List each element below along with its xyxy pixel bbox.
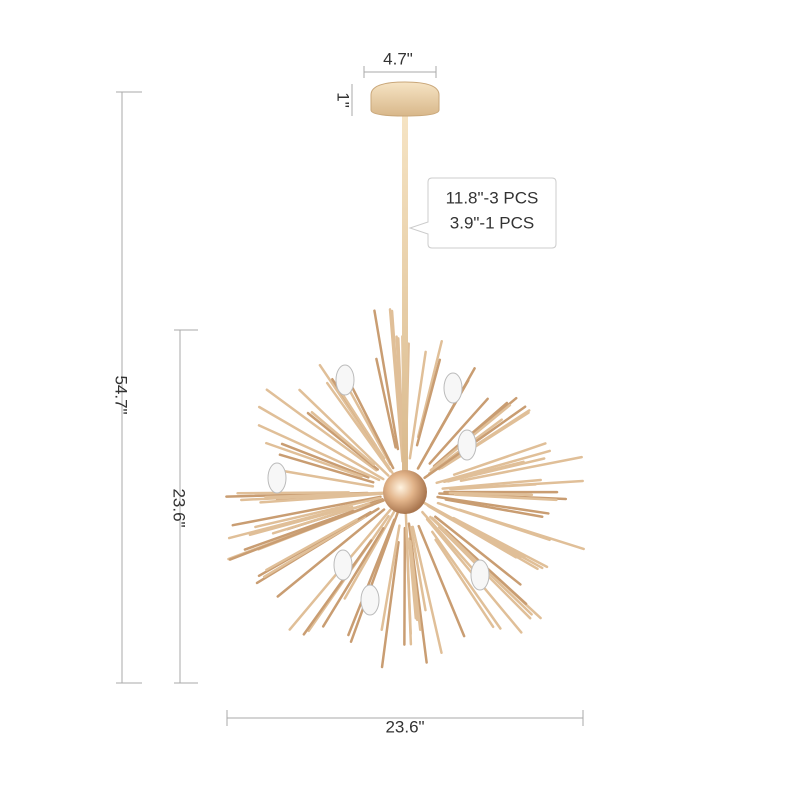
spike — [428, 397, 489, 465]
spike — [265, 441, 363, 478]
spike — [380, 541, 400, 669]
spike — [236, 491, 350, 495]
spike — [408, 350, 427, 460]
spike — [254, 496, 381, 529]
spike — [227, 505, 350, 540]
bulb — [470, 559, 490, 591]
spike — [452, 442, 547, 476]
spike — [265, 518, 358, 572]
spike — [243, 509, 355, 551]
spike — [416, 367, 476, 470]
spike — [431, 530, 502, 630]
spike — [257, 405, 385, 481]
spike — [302, 539, 373, 636]
canopy-height: 1" — [334, 92, 353, 108]
bulb — [457, 429, 477, 461]
spike — [349, 510, 400, 643]
spike — [428, 505, 518, 559]
spike — [435, 449, 551, 485]
spike — [407, 540, 418, 620]
spike — [450, 483, 537, 491]
spike — [416, 339, 443, 439]
sphere-width: 23.6" — [385, 717, 424, 736]
spike — [265, 388, 378, 472]
bulb — [443, 372, 463, 404]
canopy — [370, 81, 440, 117]
spike — [278, 453, 375, 484]
chandelier-spikes — [225, 308, 585, 669]
spike — [453, 493, 558, 502]
dimension-lines — [116, 66, 584, 726]
bulb — [333, 549, 353, 581]
spike — [375, 357, 397, 449]
bulb — [267, 462, 287, 494]
spike — [411, 525, 443, 654]
spike — [440, 411, 530, 470]
spike — [325, 381, 392, 473]
spike — [262, 515, 367, 579]
bulb — [360, 584, 380, 616]
spike — [344, 373, 395, 470]
rod — [402, 112, 408, 492]
sphere-height: 23.6" — [170, 488, 189, 527]
spike — [343, 509, 397, 600]
spike — [321, 527, 385, 628]
spike — [231, 495, 382, 527]
rod-note: 11.8"-3 PCS — [446, 188, 539, 207]
spike — [446, 457, 546, 483]
spike — [276, 508, 386, 598]
canopy-width: 4.7" — [383, 49, 413, 68]
spike — [409, 525, 427, 612]
spike — [441, 478, 542, 490]
spike — [380, 524, 401, 631]
spike — [436, 501, 551, 542]
spike — [310, 411, 375, 466]
spike — [417, 524, 466, 638]
spike — [271, 502, 371, 535]
spike — [284, 470, 375, 488]
spike — [280, 442, 370, 479]
spike — [459, 455, 583, 482]
spike — [434, 515, 522, 586]
spike — [436, 495, 550, 515]
total-height: 54.7" — [112, 375, 131, 414]
callout-box — [408, 177, 557, 249]
spike — [444, 498, 544, 518]
spike — [415, 358, 442, 447]
spike — [409, 540, 422, 631]
rod-note: 3.9"-1 PCS — [450, 213, 534, 232]
spike — [434, 538, 495, 629]
spike — [228, 499, 385, 561]
spike — [239, 492, 378, 502]
spike — [257, 424, 381, 482]
spike — [404, 512, 412, 635]
spike — [448, 491, 534, 497]
bulb — [335, 364, 355, 396]
center-ball — [383, 470, 427, 514]
spike — [298, 388, 390, 477]
spike — [306, 411, 380, 471]
spike — [336, 385, 386, 460]
spike — [347, 518, 396, 637]
spike — [373, 309, 400, 451]
